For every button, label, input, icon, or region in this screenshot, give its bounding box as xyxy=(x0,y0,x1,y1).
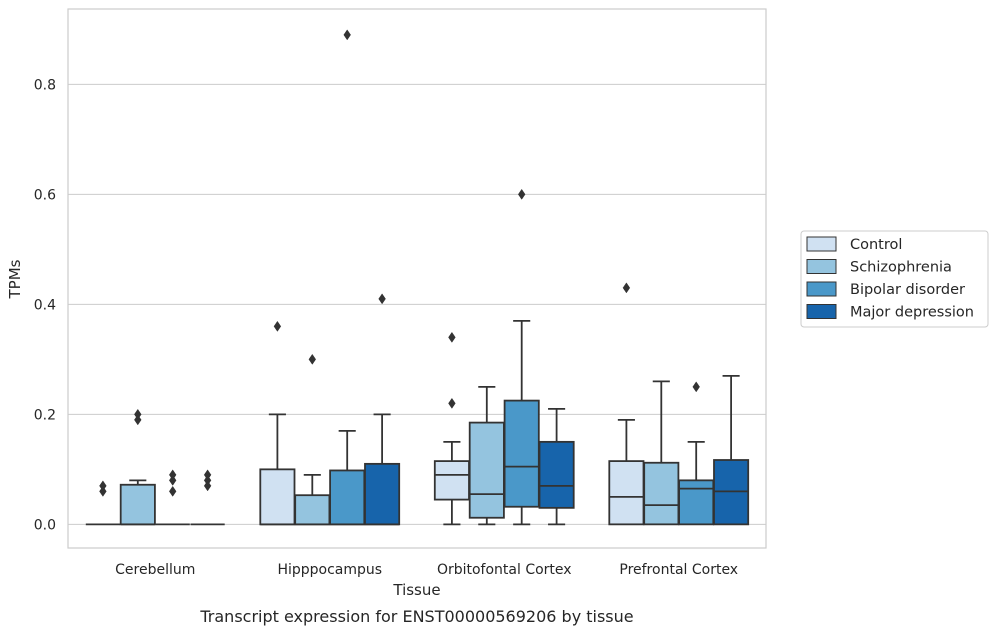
x-tick-label: Orbitofontal Cortex xyxy=(437,562,572,578)
box-3-3 xyxy=(713,374,750,526)
legend: Control Schizophrenia Bipolar disorder Majo… xyxy=(800,230,989,328)
box-1-2 xyxy=(329,29,366,526)
box-body xyxy=(364,462,401,526)
legend-label: Major depression xyxy=(850,305,974,321)
y-axis-label: TPMs xyxy=(6,259,24,299)
outlier-point xyxy=(308,353,317,365)
outlier-point xyxy=(168,485,177,497)
outlier-point xyxy=(622,282,631,294)
box-0-2 xyxy=(155,469,190,526)
box-3-2 xyxy=(678,381,715,526)
y-tick-label: 0.4 xyxy=(34,297,56,313)
outlier-point xyxy=(168,474,177,486)
outlier-point xyxy=(343,29,351,41)
box-1-0 xyxy=(259,320,296,526)
x-tick-label: Prefrontal Cortex xyxy=(619,562,738,578)
outlier-point xyxy=(273,320,282,332)
y-tick-label: 0.6 xyxy=(34,187,56,203)
box-1-3 xyxy=(364,293,401,526)
box-plots xyxy=(85,29,750,526)
legend-frame xyxy=(800,230,989,328)
outlier-point xyxy=(134,408,142,420)
box-2-2 xyxy=(503,188,540,526)
y-tick-label: 0.2 xyxy=(34,407,56,423)
legend-label: Bipolar disorder xyxy=(850,282,965,298)
legend-swatch xyxy=(806,259,837,274)
legend-swatch xyxy=(806,236,837,252)
outlier-point xyxy=(378,293,386,305)
box-body xyxy=(468,421,505,519)
box-body xyxy=(119,483,156,526)
plot-frame xyxy=(67,8,767,549)
box-0-0 xyxy=(85,480,121,526)
box-0-3 xyxy=(190,469,225,526)
legend-label: Schizophrenia xyxy=(850,260,952,276)
chart-caption: Transcript expression for ENST0000056920… xyxy=(199,607,633,626)
y-tick-label: 0.0 xyxy=(34,517,56,533)
x-axis-label: Tissue xyxy=(392,581,440,599)
outlier-point xyxy=(99,485,107,497)
box-2-1 xyxy=(468,385,505,526)
box-body xyxy=(433,460,470,501)
legend-swatch xyxy=(806,304,837,319)
x-tick-label: Hipppocampus xyxy=(277,562,382,578)
box-body xyxy=(329,469,366,526)
outlier-point xyxy=(168,469,177,481)
box-3-1 xyxy=(643,380,680,526)
outlier-point xyxy=(448,331,456,343)
x-axis-ticks: Cerebellum Hipppocampus Orbitofontal Corte… xyxy=(115,562,738,578)
outlier-point xyxy=(99,480,107,492)
box-3-0 xyxy=(608,282,645,526)
box-body xyxy=(259,468,296,526)
box-0-1 xyxy=(119,408,156,526)
box-body xyxy=(643,461,680,526)
outlier-point xyxy=(203,469,212,481)
x-tick-label: Cerebellum xyxy=(115,562,195,578)
box-body xyxy=(608,460,645,526)
box-body xyxy=(294,494,331,526)
legend-swatch xyxy=(806,281,837,297)
y-tick-label: 0.8 xyxy=(34,77,56,93)
outlier-point xyxy=(517,188,526,200)
outlier-point xyxy=(203,480,212,492)
y-axis-ticks: 0.0 0.2 0.4 0.6 0.8 xyxy=(34,77,56,533)
outlier-point xyxy=(203,474,212,486)
box-body xyxy=(503,399,540,508)
box-2-0 xyxy=(433,331,470,526)
outlier-point xyxy=(448,397,456,409)
legend-label: Control xyxy=(850,237,902,253)
box-1-1 xyxy=(294,353,331,526)
outlier-point xyxy=(692,381,700,393)
box-body xyxy=(538,440,575,509)
box-body xyxy=(678,479,715,526)
box-2-3 xyxy=(538,407,575,526)
outlier-point xyxy=(134,414,142,426)
